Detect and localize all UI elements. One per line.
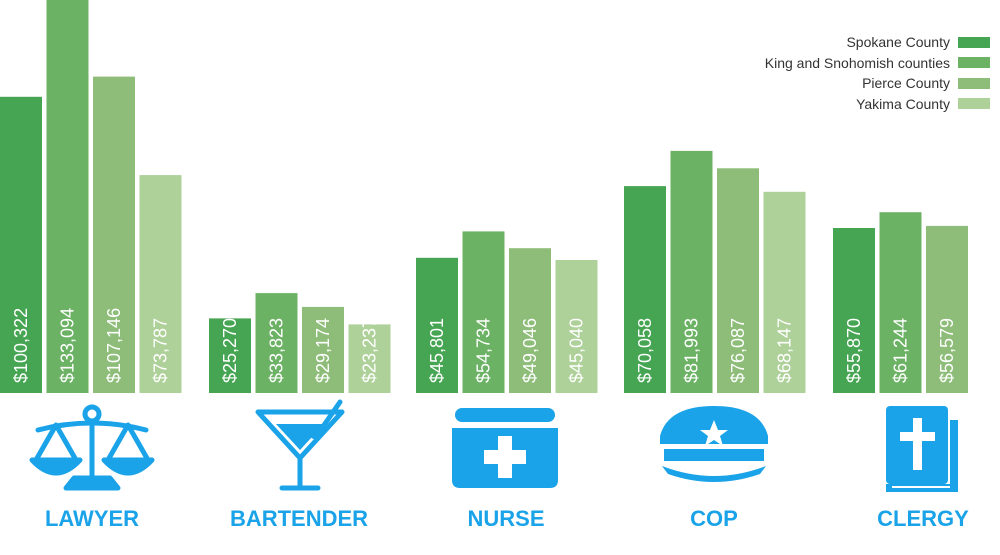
bar-value-label: $68,147 (775, 318, 795, 383)
bar-value-label: $81,993 (682, 318, 702, 383)
bar-value-label: $76,087 (728, 318, 748, 383)
bar (509, 248, 551, 393)
bar (46, 0, 89, 393)
bar-value-label: $29,174 (313, 318, 333, 383)
legend-label: Spokane County (846, 34, 950, 51)
bar-value-label: $55,870 (844, 318, 864, 383)
bar (462, 231, 505, 393)
bible-icon (886, 406, 958, 492)
bar (879, 212, 922, 393)
bar-value-label: $54,734 (474, 318, 494, 383)
bars-group: $100,322 $25,270 $45,801 $70,058 $55,870 $133… (0, 0, 968, 394)
legend-item: Spokane County (765, 32, 990, 53)
martini-glass-icon (255, 399, 345, 491)
nurse-cap-icon (452, 408, 558, 488)
legend-item: Pierce County (765, 73, 990, 94)
bar-value-label: $49,046 (520, 318, 540, 383)
bar-value-label: $45,801 (427, 318, 447, 383)
bar-value-label: $61,244 (891, 318, 911, 383)
category-label: LAWYER (44, 506, 140, 531)
legend-item: King and Snohomish counties (765, 53, 990, 74)
legend-label: King and Snohomish counties (764, 54, 950, 71)
legend-swatch (958, 57, 990, 69)
legend-swatch (958, 36, 990, 48)
bar (624, 186, 666, 393)
bar (833, 228, 875, 393)
icons-group (29, 399, 958, 492)
category-label: CLERGY (877, 506, 969, 531)
bar-value-label: $56,579 (937, 318, 957, 383)
legend-swatch (958, 98, 990, 110)
bar (302, 306, 344, 393)
bar-value-label: $25,270 (220, 318, 240, 383)
bar (763, 191, 806, 393)
scales-of-justice-icon (29, 404, 155, 491)
bar (209, 318, 251, 393)
bar (139, 175, 182, 393)
bar (670, 150, 713, 393)
category-label: COP (690, 506, 738, 531)
bar-value-label: $133,094 (58, 308, 78, 383)
legend-swatch (958, 77, 990, 89)
category-label: NURSE (467, 506, 545, 531)
bar-value-label: $107,146 (104, 308, 124, 383)
bar (717, 168, 759, 393)
legend-label: Yakima County (856, 95, 950, 112)
bar-value-label: $100,322 (11, 308, 31, 383)
legend: Spokane County King and Snohomish counti… (765, 32, 990, 114)
bar (926, 225, 968, 393)
legend-label: Pierce County (862, 75, 950, 92)
police-cap-icon (660, 406, 768, 482)
bar-value-label: $33,823 (267, 318, 287, 383)
bar (93, 76, 135, 393)
bar-value-label: $70,058 (635, 318, 655, 383)
bar-value-label: $45,040 (567, 318, 587, 383)
bar (255, 293, 298, 393)
bar (555, 260, 598, 393)
legend-item: Yakima County (765, 94, 990, 115)
bar-value-label: $23,237 (360, 318, 380, 383)
bar (348, 324, 391, 393)
bar (0, 96, 42, 394)
bar (416, 257, 458, 393)
bar-value-label: $73,787 (151, 318, 171, 383)
category-label: BARTENDER (229, 506, 369, 531)
